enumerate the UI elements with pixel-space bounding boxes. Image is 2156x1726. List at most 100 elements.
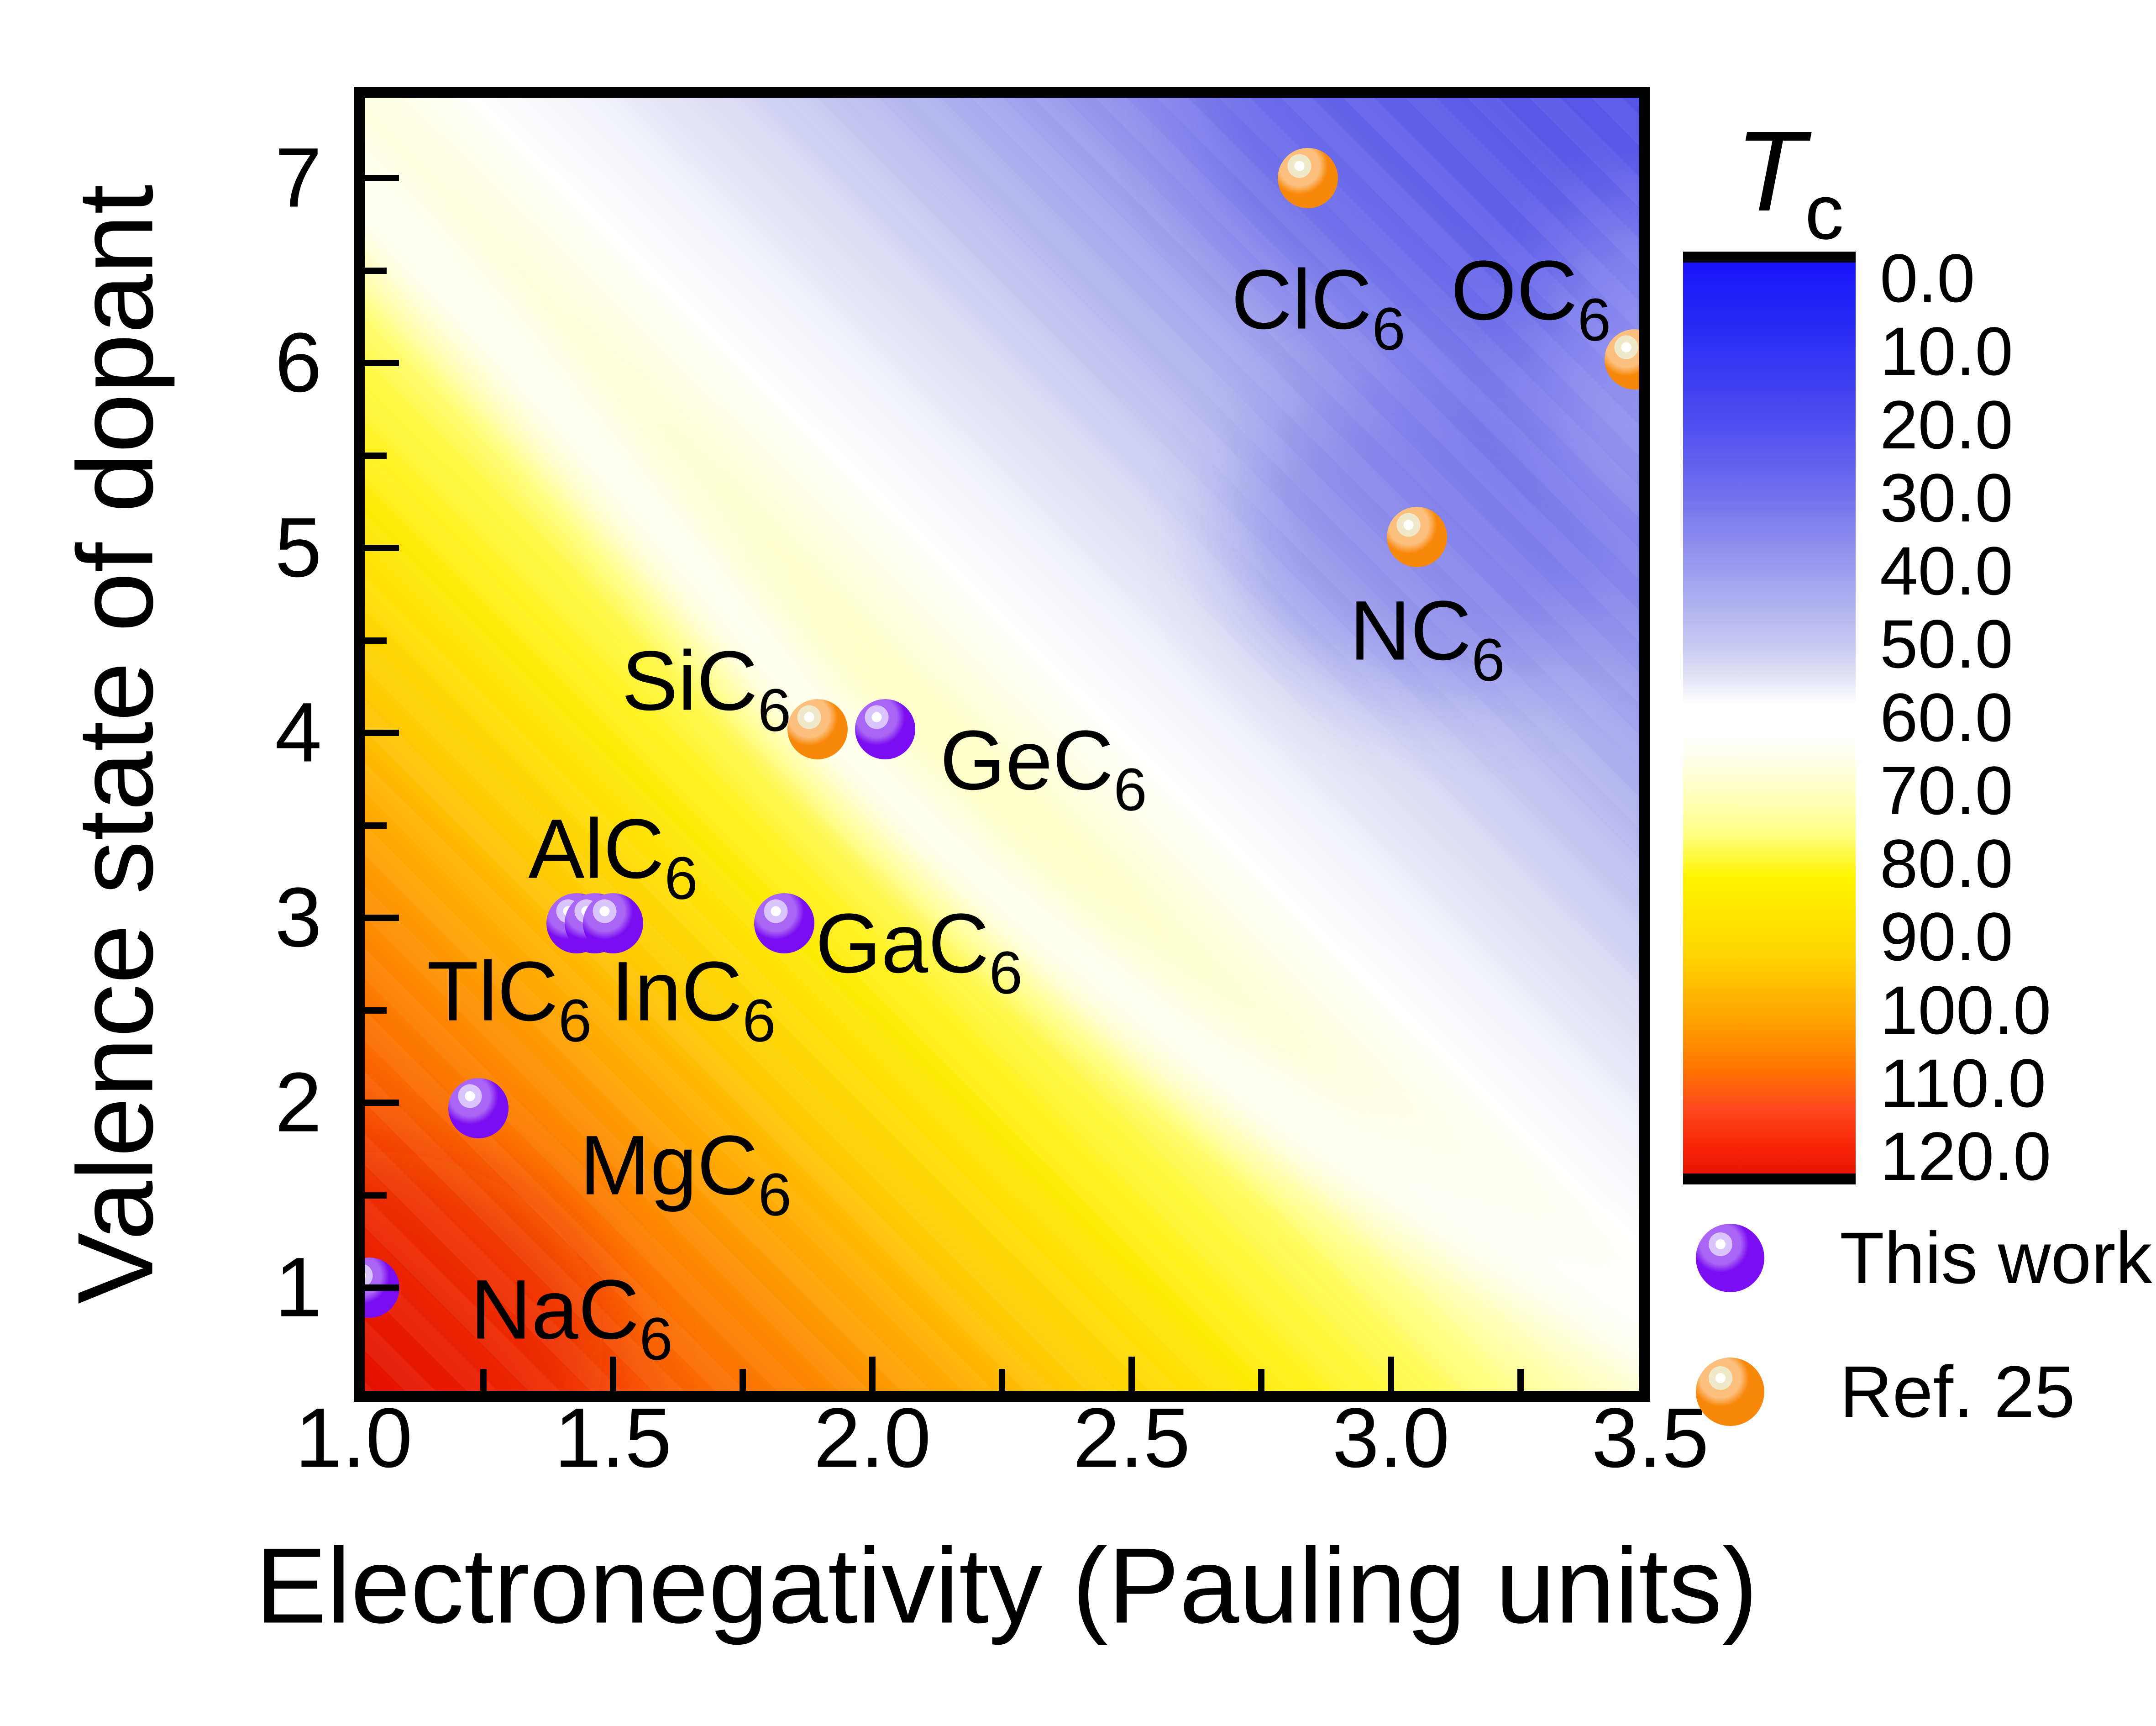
x-tick-label-3.5: 3.5	[1591, 1391, 1709, 1485]
point-MgC6	[448, 1078, 509, 1139]
point-label-NC6: NC6	[1349, 589, 1505, 690]
point-label-main-SiC6: SiC	[621, 634, 758, 728]
colorbar-tick-50.0: 50.0	[1880, 605, 2013, 683]
colorbar-tick-110.0: 110.0	[1880, 1044, 2046, 1121]
contour-banding-overlay	[354, 87, 1650, 1402]
colorbar-tick-80.0: 80.0	[1880, 825, 2013, 902]
y-minor-tick-2.5	[365, 1007, 387, 1014]
y-major-tick-5	[365, 545, 399, 551]
x-major-tick-1.5	[610, 1357, 616, 1391]
point-label-sub-AlC6: 6	[664, 844, 698, 912]
point-label-NaC6: NaC6	[470, 1268, 673, 1369]
colorbar-tick-120.0: 120.0	[1880, 1118, 2051, 1195]
point-label-GeC6: GeC6	[940, 718, 1147, 820]
point-label-TlC6: TlC6	[427, 949, 592, 1051]
x-tick-label-3.0: 3.0	[1332, 1391, 1450, 1485]
point-label-main-MgC6: MgC	[580, 1118, 758, 1213]
y-axis-title: Valence state of dopant	[55, 184, 175, 1304]
point-label-main-TlC6: TlC	[427, 944, 558, 1039]
point-label-main-AlC6: AlC	[528, 802, 665, 896]
x-minor-tick-1.75	[740, 1369, 746, 1391]
colorbar-bottom-cap	[1683, 1173, 1856, 1184]
x-minor-tick-2.25	[999, 1369, 1005, 1391]
point-label-sub-NC6: 6	[1471, 626, 1505, 694]
x-major-tick-2.5	[1128, 1357, 1135, 1391]
point-label-SiC6: SiC6	[622, 639, 792, 740]
point-label-main-GaC6: GaC	[815, 896, 989, 991]
y-minor-tick-3.5	[365, 822, 387, 829]
y-tick-label-2: 2	[275, 1055, 322, 1150]
y-major-tick-2	[365, 1100, 399, 1106]
point-GaC6	[754, 893, 814, 954]
contour-blob-red-corner	[354, 1151, 605, 1402]
colorbar	[1683, 252, 1856, 1184]
x-tick-label-1.5: 1.5	[554, 1391, 672, 1485]
y-major-tick-6	[365, 360, 399, 366]
colorbar-tick-20.0: 20.0	[1880, 386, 2013, 463]
y-major-tick-3	[365, 915, 399, 921]
contour-field	[354, 87, 1650, 1402]
colorbar-top-cap	[1683, 252, 1856, 263]
x-tick-label-2.5: 2.5	[1073, 1391, 1191, 1485]
y-tick-label-6: 6	[275, 316, 322, 410]
point-label-ClC6: ClC6	[1231, 258, 1406, 359]
x-minor-tick-1.25	[480, 1369, 487, 1391]
point-label-main-NC6: NC	[1349, 584, 1472, 678]
colorbar-tick-40.0: 40.0	[1880, 532, 2013, 609]
point-label-sub-GeC6: 6	[1113, 756, 1147, 823]
point-label-sub-ClC6: 6	[1372, 295, 1406, 363]
point-label-AlC6: AlC6	[528, 807, 698, 908]
point-label-OC6: OC6	[1451, 248, 1611, 350]
point-label-sub-GaC6: 6	[989, 939, 1023, 1006]
colorbar-gradient	[1683, 263, 1856, 1184]
point-label-sub-OC6: 6	[1577, 286, 1611, 353]
colorbar-tick-70.0: 70.0	[1880, 752, 2013, 829]
y-tick-label-4: 4	[275, 685, 322, 780]
colorbar-tick-90.0: 90.0	[1880, 898, 2013, 975]
x-minor-tick-3.25	[1517, 1369, 1524, 1391]
point-label-main-ClC6: ClC	[1231, 253, 1372, 347]
x-major-tick-1.0	[354, 1357, 357, 1391]
x-tick-label-2.0: 2.0	[813, 1391, 931, 1485]
y-minor-tick-1.5	[365, 1192, 387, 1199]
point-label-sub-SiC6: 6	[757, 676, 792, 744]
tc60-white-band	[354, 138, 1650, 1353]
point-label-InC6: InC6	[611, 949, 776, 1051]
x-major-tick-3.0	[1388, 1357, 1394, 1391]
point-label-GaC6: GaC6	[815, 901, 1023, 1003]
y-tick-label-7: 7	[275, 131, 322, 225]
point-GeC6	[855, 699, 916, 759]
point-label-main-InC6: InC	[611, 944, 743, 1039]
y-major-tick-1	[365, 1284, 399, 1291]
x-major-tick-2.0	[869, 1357, 876, 1391]
colorbar-title: Tc	[1735, 114, 1844, 252]
colorbar-tick-100.0: 100.0	[1880, 971, 2051, 1048]
x-minor-tick-2.75	[1258, 1369, 1264, 1391]
x-major-tick-3.5	[1647, 1357, 1650, 1391]
colorbar-tick-30.0: 30.0	[1880, 459, 2013, 536]
legend-label-this-work: This work	[1840, 1217, 2152, 1299]
colorbar-title-sub-c: c	[1805, 169, 1844, 256]
point-label-main-OC6: OC	[1451, 243, 1578, 338]
colorbar-title-T: T	[1735, 107, 1805, 235]
y-tick-label-3: 3	[275, 870, 322, 965]
point-AlC6	[583, 893, 643, 954]
legend-marker-this-work	[1696, 1224, 1764, 1292]
y-minor-tick-4.5	[365, 637, 387, 644]
y-minor-tick-6.5	[365, 267, 387, 274]
x-tick-label-1.0: 1.0	[295, 1391, 413, 1485]
point-NC6	[1386, 506, 1447, 567]
plot-area: NaC6 MgC6 TlC6 InC6 AlC6 GaC6 GeC6 SiC6 NC6 ClC6 O…	[354, 87, 1650, 1402]
y-tick-label-1: 1	[275, 1240, 322, 1335]
y-major-tick-7	[365, 175, 399, 181]
legend-label-ref-25: Ref. 25	[1840, 1351, 2075, 1432]
point-ClC6	[1278, 148, 1338, 208]
y-minor-tick-5.5	[365, 452, 387, 459]
colorbar-tick-60.0: 60.0	[1880, 679, 2013, 756]
y-tick-label-5: 5	[275, 500, 322, 595]
colorbar-tick-10.0: 10.0	[1880, 313, 2013, 390]
point-label-main-GeC6: GeC	[939, 713, 1114, 808]
point-SiC6	[787, 699, 848, 759]
point-label-main-NaC6: NaC	[470, 1263, 640, 1357]
